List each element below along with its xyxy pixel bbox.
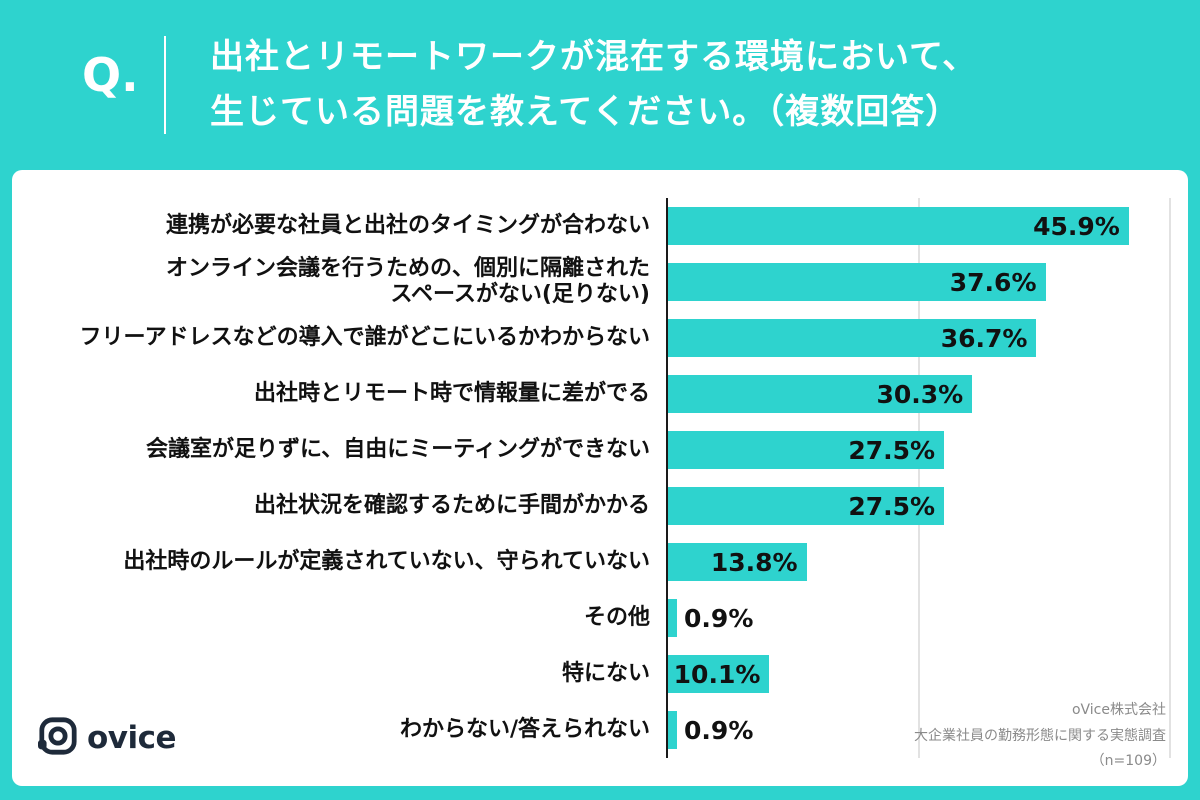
page-title: 出社とリモートワークが混在する環境において、 生じている問題を教えてください。（… [210,30,977,140]
bar: 10.1% [668,655,770,693]
plot-area: 10.1% [666,646,1170,702]
plot-area: 27.5% [666,422,1170,478]
category-label: オンライン会議を行うための、個別に隔離された スペースがない(足りない) [165,255,650,307]
chart-row: 出社時とリモート時で情報量に差がでる 30.3% [30,366,1170,422]
value-label: 0.9% [684,715,754,745]
question-header: Q. 出社とリモートワークが混在する環境において、 生じている問題を教えてくださ… [0,0,1200,170]
plot-area: 0.9% [666,590,1170,646]
ovice-logo-icon [38,716,78,760]
source-line-survey: 大企業社員の勤務形態に関する実態調査 [914,727,1166,744]
chart-row: その他 0.9% [30,590,1170,646]
value-label: 30.3% [876,379,964,409]
chart-row: フリーアドレスなどの導入で誰がどこにいるかわからない 36.7% [30,310,1170,366]
value-label: 13.8% [710,547,798,577]
category-label: フリーアドレスなどの導入で誰がどこにいるかわからない [79,324,650,350]
gridline [918,198,920,758]
question-mark-label: Q. [82,48,139,102]
value-label: 27.5% [848,435,936,465]
bar: 30.3% [668,375,973,413]
value-label: 27.5% [848,491,936,521]
plot-area: 45.9% [666,198,1170,254]
plot-area: 13.8% [666,534,1170,590]
gridline [1169,198,1171,758]
bar: 36.7% [668,319,1037,357]
bar: 27.5% [668,431,945,469]
bar: 13.8% [668,543,807,581]
category-label: 会議室が足りずに、自由にミーティングができない [145,436,650,462]
source-attribution: oVice株式会社 大企業社員の勤務形態に関する実態調査 （n=109） [914,698,1166,774]
bar: 45.9% [668,207,1129,245]
plot-area: 30.3% [666,366,1170,422]
plot-area: 37.6% [666,254,1170,310]
chart-row: オンライン会議を行うための、個別に隔離された スペースがない(足りない) 37.… [30,254,1170,310]
plot-area: 0.9% [666,702,1170,758]
value-label: 0.9% [684,603,754,633]
source-line-sample: （n=109） [1090,752,1166,769]
value-label: 36.7% [940,323,1028,353]
category-label: 連携が必要な社員と出社のタイミングが合わない [165,212,650,238]
category-label: 出社時のルールが定義されていない、守られていない [123,548,650,574]
bar: 37.6% [668,263,1046,301]
bar-chart: 連携が必要な社員と出社のタイミングが合わない 45.9% オンライン会議を行うた… [30,198,1171,758]
ovice-logo-text: ovice [87,719,177,756]
header-divider [164,36,166,134]
gridline-layer [668,198,1171,758]
bar [668,599,678,637]
category-label: 特にない [561,660,650,686]
chart-row: 出社状況を確認するために手間がかかる 27.5% [30,478,1170,534]
source-line-company: oVice株式会社 [1071,702,1166,719]
value-label: 10.1% [673,659,761,689]
page-title-line-2: 生じている問題を教えてください。（複数回答） [210,92,961,133]
chart-row: 連携が必要な社員と出社のタイミングが合わない 45.9% [30,198,1170,254]
chart-row: 出社時のルールが定義されていない、守られていない 13.8% [30,534,1170,590]
category-label: 出社時とリモート時で情報量に差がでる [253,380,650,406]
value-label: 45.9% [1033,211,1120,241]
page-title-line-1: 出社とリモートワークが混在する環境において、 [210,37,978,77]
bar: 27.5% [668,487,945,525]
ovice-logo: ovice [38,716,177,760]
category-label: わからない/答えられない [399,716,650,742]
chart-row: わからない/答えられない 0.9% [30,702,1170,758]
chart-card: 連携が必要な社員と出社のタイミングが合わない 45.9% オンライン会議を行うた… [12,170,1188,786]
chart-row: 特にない 10.1% [30,646,1170,702]
bar [668,711,678,749]
category-label: その他 [583,604,650,630]
chart-row: 会議室が足りずに、自由にミーティングができない 27.5% [30,422,1170,478]
category-label: 出社状況を確認するために手間がかかる [253,492,650,518]
plot-area: 27.5% [666,478,1170,534]
value-label: 37.6% [949,267,1037,297]
plot-area: 36.7% [666,310,1170,366]
